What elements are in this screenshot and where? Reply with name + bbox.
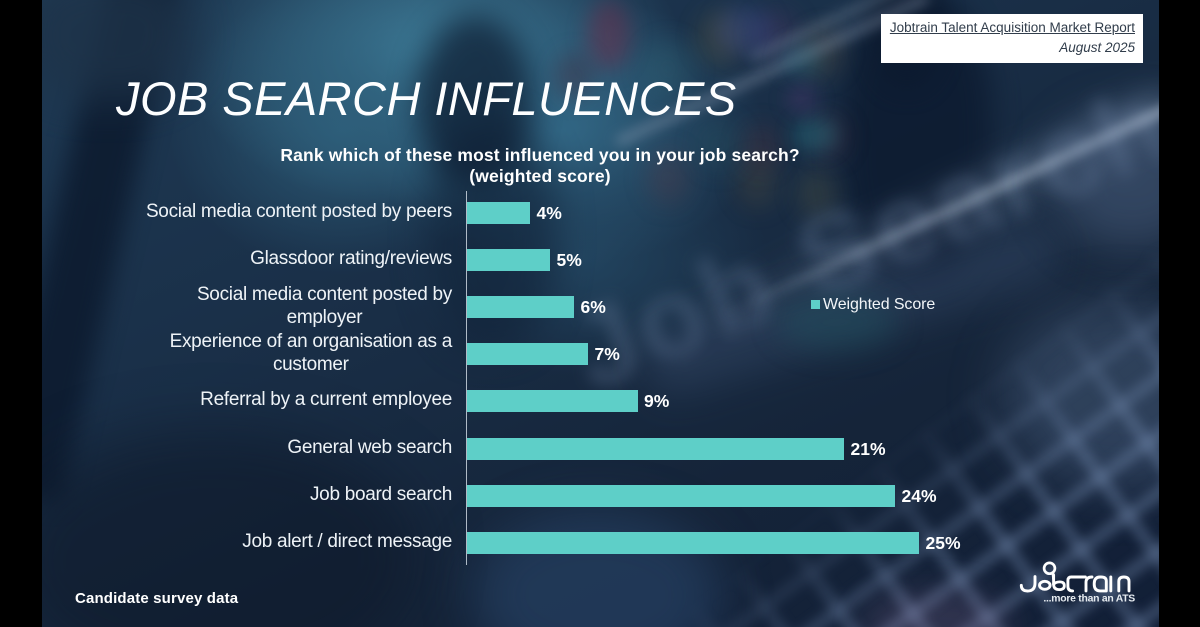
svg-text:...more than an ATS: ...more than an ATS: [1043, 594, 1135, 605]
